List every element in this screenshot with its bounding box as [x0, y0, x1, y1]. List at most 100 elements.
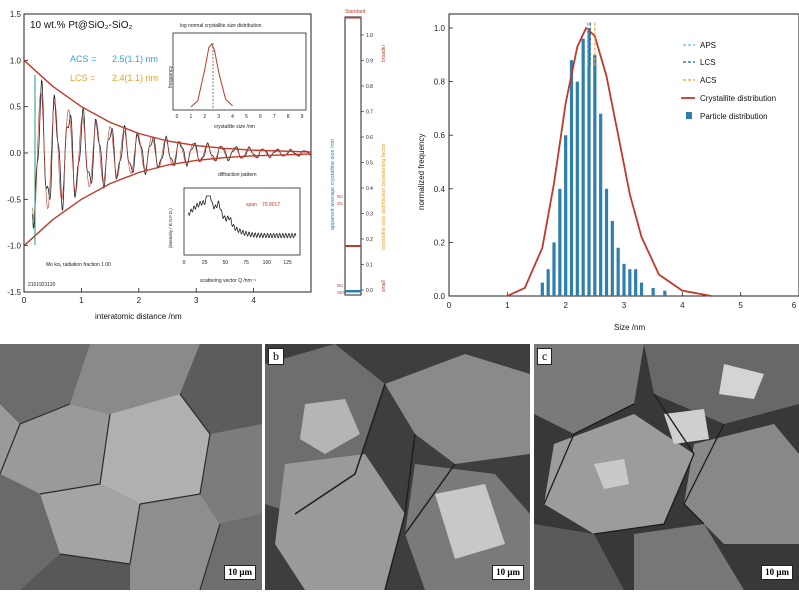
sem-texture — [265, 344, 530, 590]
inset-diffraction-annotation-label: span — [246, 202, 257, 208]
inset-diffraction-x-ticks: 0 25 50 75 100 125 — [183, 260, 292, 266]
sem-scale-bar-b: 10 μm — [492, 565, 524, 580]
lcs-label: LCS = — [70, 73, 95, 83]
sem-image-b: b 10 μm — [265, 344, 530, 590]
colorbar-tick-label: 0.3 — [366, 212, 373, 218]
dist-x-tick-label: 4 — [680, 301, 685, 310]
pdf-y-ticks: 1.5 1.0 0.5 0.0 -0.5 -1.0 -1.5 — [7, 10, 28, 297]
envelope-lower — [23, 153, 312, 247]
inset-size-frame — [172, 32, 307, 111]
particle-bar — [610, 220, 614, 296]
colorbar-tick-label: 0.2 — [366, 237, 373, 243]
colorbar-ticks: 1.0 0.9 0.8 0.7 0.6 0.5 0.4 0.3 0.2 0.1 0.0 — [361, 33, 373, 294]
dist-y-tick-label: 0.2 — [434, 238, 446, 247]
dist-x-tick-label: 2 — [563, 301, 568, 310]
colorbar-tick-label: 0.6 — [366, 135, 373, 141]
inset-diffraction-title: diffraction pattern — [218, 172, 257, 178]
particle-bar — [622, 263, 626, 296]
colorbar-tick-label: 1.0 — [366, 33, 373, 39]
inset-size-title: log normal crystallite size distribution — [180, 23, 262, 29]
inset-size-x-tick-label: 4 — [231, 114, 234, 120]
pdf-y-tick-label: 1.0 — [10, 56, 22, 65]
particle-bar — [552, 242, 556, 296]
sem-image-a: 10 μm — [0, 344, 262, 590]
inset-size-x-tick-label: 0 — [176, 114, 179, 120]
colorbar-top-label: Standard — [345, 9, 366, 15]
panel-a: 10 wt.% Pt@SiO₂-SiO₂ ACS = 2.5(1.1) nm L… — [7, 10, 312, 321]
pdf-x-tick-label: 3 — [194, 296, 199, 305]
inset-diffraction-annotation-value: 70.8017 — [262, 202, 280, 208]
pdf-x-tick-label: 1 — [79, 296, 84, 305]
inset-size-x-ticks: 0 1 2 3 4 5 6 7 8 9 — [176, 114, 304, 120]
dist-y-ticks: 0.0 0.2 0.4 0.6 0.8 1.0 — [434, 24, 453, 301]
lcs-value: 2.4(1.1) nm — [112, 73, 158, 83]
colorbar-tick-label: 0.5 — [366, 161, 373, 167]
particle-bar — [604, 188, 609, 296]
radiation-note: Mo kα₁ radiation fraction 1.00 — [46, 262, 111, 268]
inset-diffraction-ylabel: (intensity / B.S.F.D.) — [168, 208, 173, 248]
particle-bar — [639, 282, 644, 296]
legend-aps: APS — [700, 41, 716, 50]
inset-diffraction-x-tick-label: 100 — [263, 260, 272, 266]
crystallite-distribution-curve — [506, 26, 712, 297]
colorbar-right-top-word: broader — [381, 44, 387, 62]
dist-frame — [448, 13, 799, 297]
sem-image-c: c 10 μm — [534, 344, 799, 590]
dist-y-tick-label: 0.0 — [434, 292, 446, 301]
colorbar-marker-label: NC — [337, 194, 344, 199]
pdf-y-tick-label: -1.0 — [7, 242, 21, 251]
legend-swatch-particle — [686, 112, 692, 119]
inset-size-x-tick-label: 1 — [189, 114, 192, 120]
colorbar-marker-label: SC — [337, 201, 344, 206]
sem-panel-label-b: b — [268, 348, 284, 365]
particle-bar — [587, 28, 591, 296]
inset-diffraction-x-tick-label: 50 — [223, 260, 229, 266]
colorbar-left-axis-label: apparent average crystalline size /nm — [330, 138, 336, 230]
pdf-x-ticks: 0 1 2 3 4 — [22, 288, 256, 305]
particle-bar — [599, 113, 603, 296]
pdf-y-tick-label: 1.5 — [10, 10, 22, 19]
inset-size-x-tick-label: 8 — [287, 114, 290, 120]
colorbar-bottom-marker — [345, 290, 361, 293]
colorbar-right-bottom-word: small — [381, 280, 387, 292]
colorbar-tick-label: 0.0 — [366, 288, 373, 294]
inset-diffraction-x-tick-label: 75 — [243, 260, 249, 266]
sem-texture — [0, 344, 262, 590]
pdf-y-tick-label: 0.5 — [10, 103, 22, 112]
dist-y-tick-label: 1.0 — [434, 24, 446, 33]
dist-y-tick-label: 0.6 — [434, 131, 446, 140]
dist-x-tick-label: 5 — [738, 301, 743, 310]
dist-y-label: normalized frequency — [417, 134, 426, 210]
colorbar-tick-label: 0.7 — [366, 110, 373, 116]
envelope-upper — [23, 59, 312, 153]
sample-id: 2101921120 — [28, 282, 56, 288]
pdf-x-tick-label: 4 — [251, 296, 256, 305]
colorbar-tick-label: 0.9 — [366, 59, 373, 65]
colorbar-tick-label: 0.8 — [366, 84, 373, 90]
particle-bar — [564, 135, 568, 296]
inset-size-x-tick-label: 7 — [273, 114, 276, 120]
legend-particle: Particle distribution — [700, 112, 768, 121]
colorbar-lcs-marker — [345, 245, 361, 247]
sem-scale-bar-c: 10 μm — [761, 565, 793, 580]
inset-size-x-tick-label: 5 — [245, 114, 248, 120]
pdf-y-tick-label: -1.5 — [7, 288, 21, 297]
particle-bar — [575, 81, 579, 296]
particle-bar — [634, 269, 638, 296]
colorbar-marker-label: SiO — [337, 290, 345, 295]
acs-value: 2.5(1.1) nm — [112, 54, 158, 64]
particle-bar — [540, 282, 544, 296]
particle-bar — [616, 247, 620, 296]
panel-distribution: 0.0 0.2 0.4 0.6 0.8 1.0 0 1 2 3 4 5 6 normalized fr… — [417, 13, 799, 332]
inset-diffraction-x-tick-label: 0 — [183, 260, 186, 266]
legend-acs: ACS — [700, 76, 716, 85]
inset-size-ylabel: frequency — [168, 66, 174, 88]
pdf-x-label: interatomic distance /nm — [95, 312, 182, 321]
inset-diffraction-curve — [187, 195, 297, 239]
particle-bar — [581, 38, 585, 296]
inset-size-x-tick-label: 6 — [259, 114, 262, 120]
pdf-x-tick-label: 0 — [22, 296, 27, 305]
sem-panel-label-c: c — [537, 348, 553, 365]
dist-y-tick-label: 0.8 — [434, 78, 446, 87]
